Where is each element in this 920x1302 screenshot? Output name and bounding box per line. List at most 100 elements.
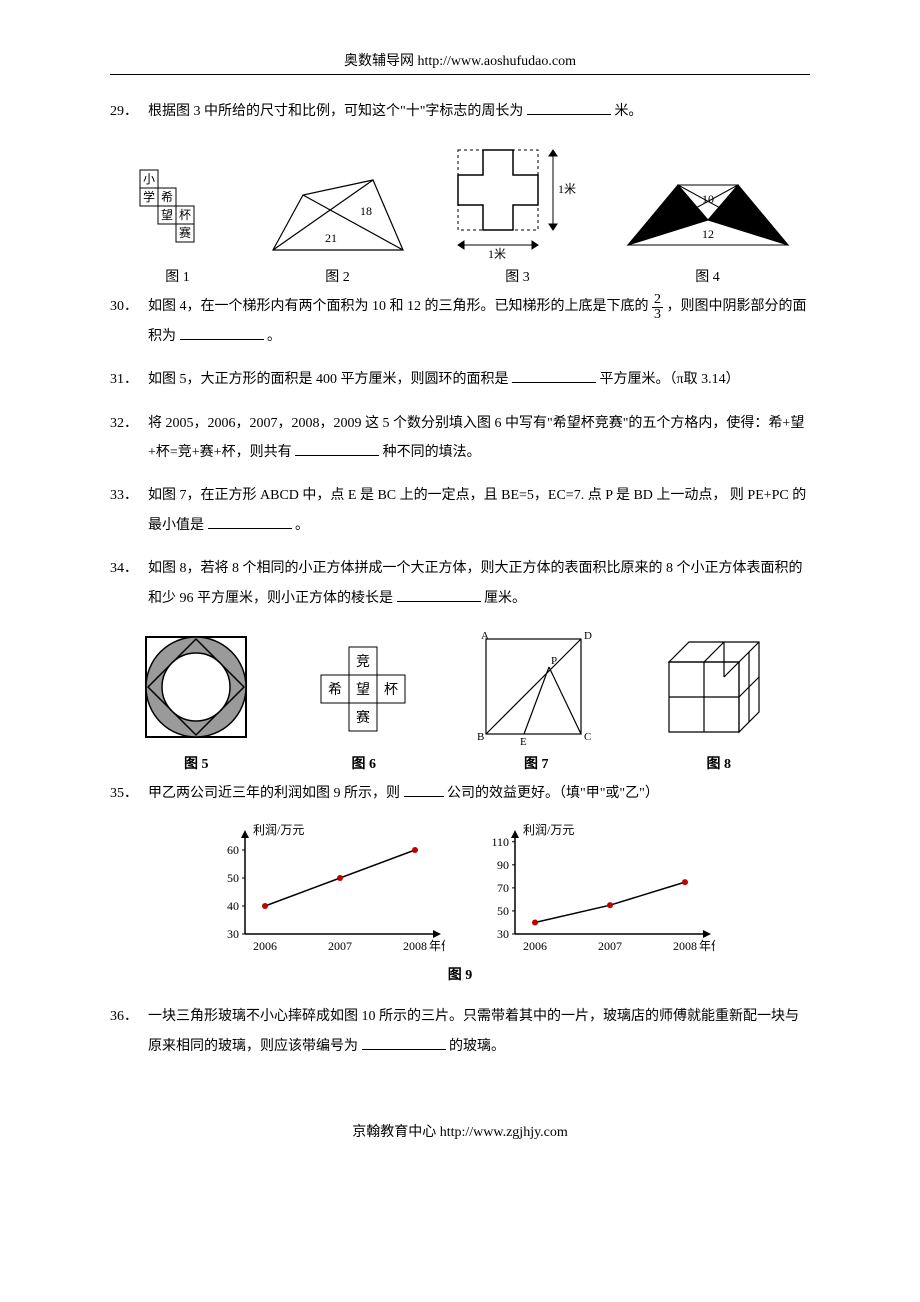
fig6-label: 图 6 (309, 753, 419, 773)
fig7-C: C (584, 731, 591, 743)
q34: 34． 如图 8，若将 8 个相同的小正方体拼成一个大正方体，则大正方体的表面积… (110, 554, 810, 613)
q30-num: 30． (110, 292, 148, 351)
q33-b: 。 (295, 518, 309, 533)
figrow-1: 小 学 希 望 杯 赛 图 1 18 21 (110, 140, 810, 286)
fig2-svg: 18 21 (263, 160, 413, 260)
svg-text:利润/万元: 利润/万元 (253, 823, 304, 837)
svg-text:40: 40 (227, 899, 239, 913)
fig3: 1米 1米 图 3 (448, 140, 588, 286)
fig3-svg: 1米 1米 (448, 140, 588, 260)
fig4-svg: 10 12 (623, 160, 793, 260)
fig5: 图 5 (136, 627, 256, 773)
fig4: 10 12 图 4 (623, 160, 793, 286)
page: 奥数辅导网 http://www.aoshufudao.com 29． 根据图 … (0, 0, 920, 1181)
svg-text:70: 70 (497, 881, 509, 895)
q30-frac: 23 (652, 293, 663, 322)
fig6: 竞 希 望 杯 赛 图 6 (309, 637, 419, 773)
fig6-c1: 希 (328, 682, 342, 698)
svg-text:2008: 2008 (673, 939, 697, 953)
q31-text: 如图 5，大正方形的面积是 400 平方厘米，则圆环的面积是 平方厘米。（π取 … (148, 365, 810, 394)
q30-blank (180, 323, 264, 339)
svg-text:50: 50 (497, 904, 509, 918)
q32-b: 种不同的填法。 (383, 445, 481, 460)
q30-a: 如图 4，在一个梯形内有两个面积为 10 和 12 的三角形。已知梯形的上底是下… (148, 299, 649, 314)
q30-c: 。 (267, 329, 281, 344)
q31: 31． 如图 5，大正方形的面积是 400 平方厘米，则圆环的面积是 平方厘米。… (110, 365, 810, 394)
fig6-c0: 竞 (356, 653, 370, 670)
svg-text:30: 30 (227, 927, 239, 941)
q36-text: 一块三角形玻璃不小心摔碎成如图 10 所示的三片。只需带着其中的一片，玻璃店的师… (148, 1002, 810, 1061)
svg-text:30: 30 (497, 927, 509, 941)
q36-blank (362, 1033, 446, 1049)
q32-blank (295, 440, 379, 456)
fig1-c6: 赛 (178, 225, 190, 240)
q29-blank (527, 99, 611, 115)
fig7-D: D (584, 630, 592, 642)
fig3-w: 1米 (488, 247, 506, 260)
fig9-label: 图 9 (110, 964, 810, 984)
q34-text: 如图 8，若将 8 个相同的小正方体拼成一个大正方体，则大正方体的表面积比原来的… (148, 554, 810, 613)
q33: 33． 如图 7，在正方形 ABCD 中，点 E 是 BC 上的一定点，且 BE… (110, 481, 810, 540)
fig9-left: 30405060200620072008利润/万元 年份 (205, 822, 445, 962)
fig7-label: 图 7 (471, 753, 601, 773)
q31-blank (512, 367, 596, 383)
fig7-P: P (551, 655, 557, 667)
fig8: 图 8 (654, 627, 784, 773)
q29-text: 根据图 3 中所给的尺寸和比例，可知这个"十"字标志的周长为 米。 (148, 97, 810, 126)
q34-num: 34． (110, 554, 148, 613)
fig9-right: 30 50 70 90 110 2006 2007 2008 利润/万元 年份 (475, 822, 715, 962)
svg-text:2007: 2007 (598, 939, 622, 953)
fig7-E: E (520, 736, 527, 747)
svg-text:2008: 2008 (403, 939, 427, 953)
fig8-svg (654, 627, 784, 747)
fig6-c4: 赛 (356, 710, 370, 726)
q36-num: 36． (110, 1002, 148, 1061)
fig1-c4: 望 (160, 208, 172, 222)
fig7: A D B C E P 图 7 (471, 627, 601, 773)
q31-a: 如图 5，大正方形的面积是 400 平方厘米，则圆环的面积是 (148, 372, 509, 387)
fig2-top: 18 (360, 204, 372, 218)
q35-text: 甲乙两公司近三年的利润如图 9 所示，则 公司的效益更好。（填"甲"或"乙"） (148, 779, 810, 808)
fig1-c2: 学 (142, 189, 154, 204)
fig6-c3: 杯 (384, 682, 398, 698)
svg-text:利润/万元: 利润/万元 (523, 823, 574, 837)
svg-text:110: 110 (491, 835, 509, 849)
figrow-2: 图 5 竞 希 望 杯 赛 图 6 (110, 627, 810, 773)
q31-num: 31． (110, 365, 148, 394)
fig2-bot: 21 (325, 231, 337, 245)
q29: 29． 根据图 3 中所给的尺寸和比例，可知这个"十"字标志的周长为 米。 (110, 97, 810, 126)
fig2-label: 图 2 (263, 266, 413, 286)
svg-text:2006: 2006 (523, 939, 547, 953)
svg-text:60: 60 (227, 843, 239, 857)
fig6-svg: 竞 希 望 杯 赛 (309, 637, 419, 747)
fig1-c1: 小 (142, 172, 154, 186)
q33-num: 33． (110, 481, 148, 540)
fig1-c3: 希 (160, 189, 172, 204)
q36-b: 的玻璃。 (449, 1039, 505, 1054)
fig9-row: 30 40 50 60 2006 2007 2008 利润/万元 年份 30 50 70 90 110… (110, 822, 810, 962)
page-footer: 京翰教育中心 http://www.zgjhjy.com (110, 1121, 810, 1141)
fig4-label: 图 4 (623, 266, 793, 286)
q34-b: 厘米。 (484, 591, 526, 606)
fig7-svg: A D B C E P (471, 627, 601, 747)
svg-text:年份: 年份 (699, 939, 715, 953)
fig3-label: 图 3 (448, 266, 588, 286)
q30-text: 如图 4，在一个梯形内有两个面积为 10 和 12 的三角形。已知梯形的上底是下… (148, 292, 810, 351)
q29-a: 根据图 3 中所给的尺寸和比例，可知这个"十"字标志的周长为 (148, 104, 523, 119)
fig1: 小 学 希 望 杯 赛 图 1 (128, 160, 228, 286)
fig1-c5: 杯 (178, 208, 190, 222)
svg-text:年份: 年份 (429, 939, 445, 953)
fig7-B: B (477, 731, 484, 743)
q31-b: 平方厘米。（π取 3.14） (600, 372, 740, 387)
q35-b: 公司的效益更好。（填"甲"或"乙"） (447, 786, 659, 801)
q32: 32． 将 2005，2006，2007，2008，2009 这 5 个数分别填… (110, 409, 810, 468)
svg-text:90: 90 (497, 858, 509, 872)
q35-a: 甲乙两公司近三年的利润如图 9 所示，则 (148, 786, 400, 801)
q35-blank (404, 781, 444, 797)
svg-text:2006: 2006 (253, 939, 277, 953)
fig4-bot: 12 (702, 227, 714, 241)
fig2: 18 21 图 2 (263, 160, 413, 286)
q32-num: 32． (110, 409, 148, 468)
fig5-svg (136, 627, 256, 747)
fig1-svg: 小 学 希 望 杯 赛 (128, 160, 228, 260)
